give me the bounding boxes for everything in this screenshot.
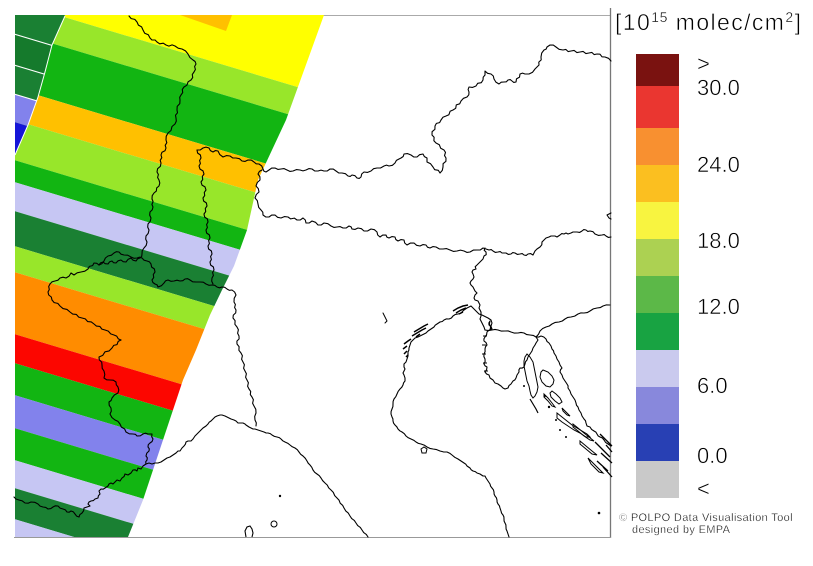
- svg-text:24.0: 24.0: [697, 152, 740, 177]
- svg-text:<: <: [697, 476, 710, 501]
- svg-text:>: >: [697, 51, 710, 76]
- svg-text:12.0: 12.0: [697, 294, 740, 319]
- svg-text:© POLPO Data Visualisation Too: © POLPO Data Visualisation Tool: [619, 512, 793, 524]
- svg-text:designed by EMPA: designed by EMPA: [632, 524, 731, 536]
- svg-text:6.0: 6.0: [697, 373, 728, 398]
- svg-text:0.0: 0.0: [697, 443, 728, 468]
- svg-text:18.0: 18.0: [697, 228, 740, 253]
- svg-text:[1015 molec/cm2]: [1015 molec/cm2]: [615, 9, 802, 35]
- svg-text:30.0: 30.0: [697, 75, 740, 100]
